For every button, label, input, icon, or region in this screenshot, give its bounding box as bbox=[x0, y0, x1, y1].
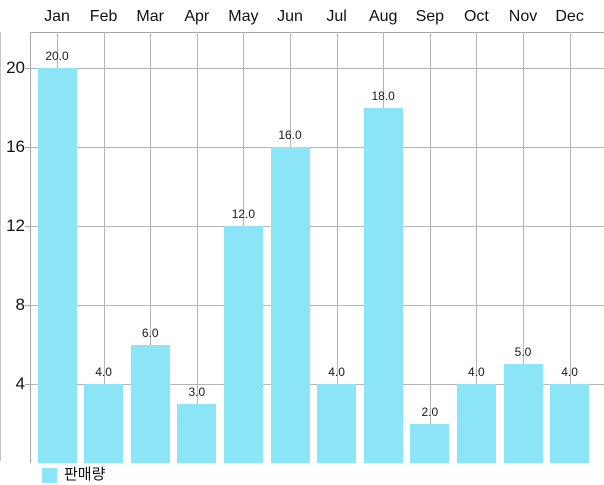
y-tick-mark bbox=[25, 226, 30, 227]
gridline-vertical bbox=[196, 32, 198, 463]
bar-oct bbox=[456, 384, 496, 463]
month-label: Sep bbox=[415, 8, 445, 25]
y-tick-label: 8 bbox=[15, 295, 25, 314]
y-tick-label: 12 bbox=[6, 216, 25, 235]
bar-jan bbox=[37, 68, 77, 463]
y-tick-mark bbox=[25, 68, 30, 69]
gridline-horizontal bbox=[30, 305, 604, 306]
bar-value-label: 4.0 bbox=[561, 365, 578, 379]
bar-sep bbox=[410, 423, 450, 463]
y-tick-mark bbox=[25, 384, 30, 385]
month-label: Feb bbox=[89, 8, 118, 25]
y-tick-label: 20 bbox=[6, 58, 25, 77]
bar-feb bbox=[84, 384, 124, 463]
month-label: May bbox=[228, 8, 259, 25]
month-label: Jul bbox=[326, 8, 347, 25]
gridline-horizontal bbox=[30, 68, 604, 69]
bar-value-label: 4.0 bbox=[328, 365, 345, 379]
y-tick-label: 16 bbox=[6, 137, 25, 156]
gridline-vertical bbox=[476, 32, 478, 463]
y-tick-label: 4 bbox=[15, 374, 25, 393]
bar-mar bbox=[130, 344, 170, 463]
month-label: Jun bbox=[277, 8, 303, 25]
bar-apr bbox=[177, 403, 217, 463]
month-label: Dec bbox=[555, 8, 584, 25]
bar-jun bbox=[270, 147, 310, 463]
bar-dec bbox=[550, 384, 590, 463]
gridline-vertical bbox=[569, 32, 571, 463]
bar-jul bbox=[317, 384, 357, 463]
gridline-vertical bbox=[523, 32, 524, 463]
month-label: Oct bbox=[463, 8, 489, 25]
plot-border-top bbox=[30, 32, 604, 33]
gridline-horizontal bbox=[30, 147, 604, 148]
legend-color-swatch bbox=[42, 467, 57, 483]
bar-value-label: 6.0 bbox=[141, 325, 159, 340]
bar-may bbox=[223, 226, 263, 463]
plot-border-left bbox=[30, 32, 31, 463]
gridline-horizontal bbox=[30, 226, 604, 227]
bar-value-label: 18.0 bbox=[371, 88, 395, 103]
y-tick-mark bbox=[25, 305, 30, 306]
gridline-vertical bbox=[150, 32, 152, 463]
gridline-vertical bbox=[336, 32, 338, 463]
gridline-vertical bbox=[429, 32, 431, 463]
legend: 판매량 bbox=[42, 466, 105, 484]
bar-aug bbox=[363, 107, 403, 463]
month-label: Aug bbox=[368, 8, 398, 25]
gridline-vertical bbox=[103, 32, 105, 463]
bar-value-label: 16.0 bbox=[278, 128, 302, 142]
month-label: Apr bbox=[184, 8, 210, 25]
bar-value-label: 2.0 bbox=[421, 404, 439, 419]
bar-value-label: 12.0 bbox=[231, 207, 256, 221]
month-label: Mar bbox=[136, 8, 164, 25]
y-tick-mark bbox=[25, 147, 30, 148]
window-edge-line bbox=[0, 32, 1, 461]
plot-area: 20.0 4.0 6.0 3.0 12.0 16.0 4.0 18.0 2.0 4.0 5.0 4.0 bbox=[30, 32, 604, 463]
legend-label: 판매량 bbox=[64, 466, 106, 483]
month-label: Nov bbox=[508, 8, 538, 25]
month-label: Jan bbox=[44, 8, 70, 25]
bar-value-label: 4.0 bbox=[468, 365, 485, 379]
bar-value-label: 20.0 bbox=[45, 49, 69, 63]
bar-value-label: 3.0 bbox=[188, 384, 206, 399]
bar-value-label: 4.0 bbox=[95, 365, 112, 379]
bar-value-label: 5.0 bbox=[514, 345, 532, 360]
gridline-horizontal bbox=[30, 384, 604, 385]
bar-nov bbox=[503, 364, 543, 463]
